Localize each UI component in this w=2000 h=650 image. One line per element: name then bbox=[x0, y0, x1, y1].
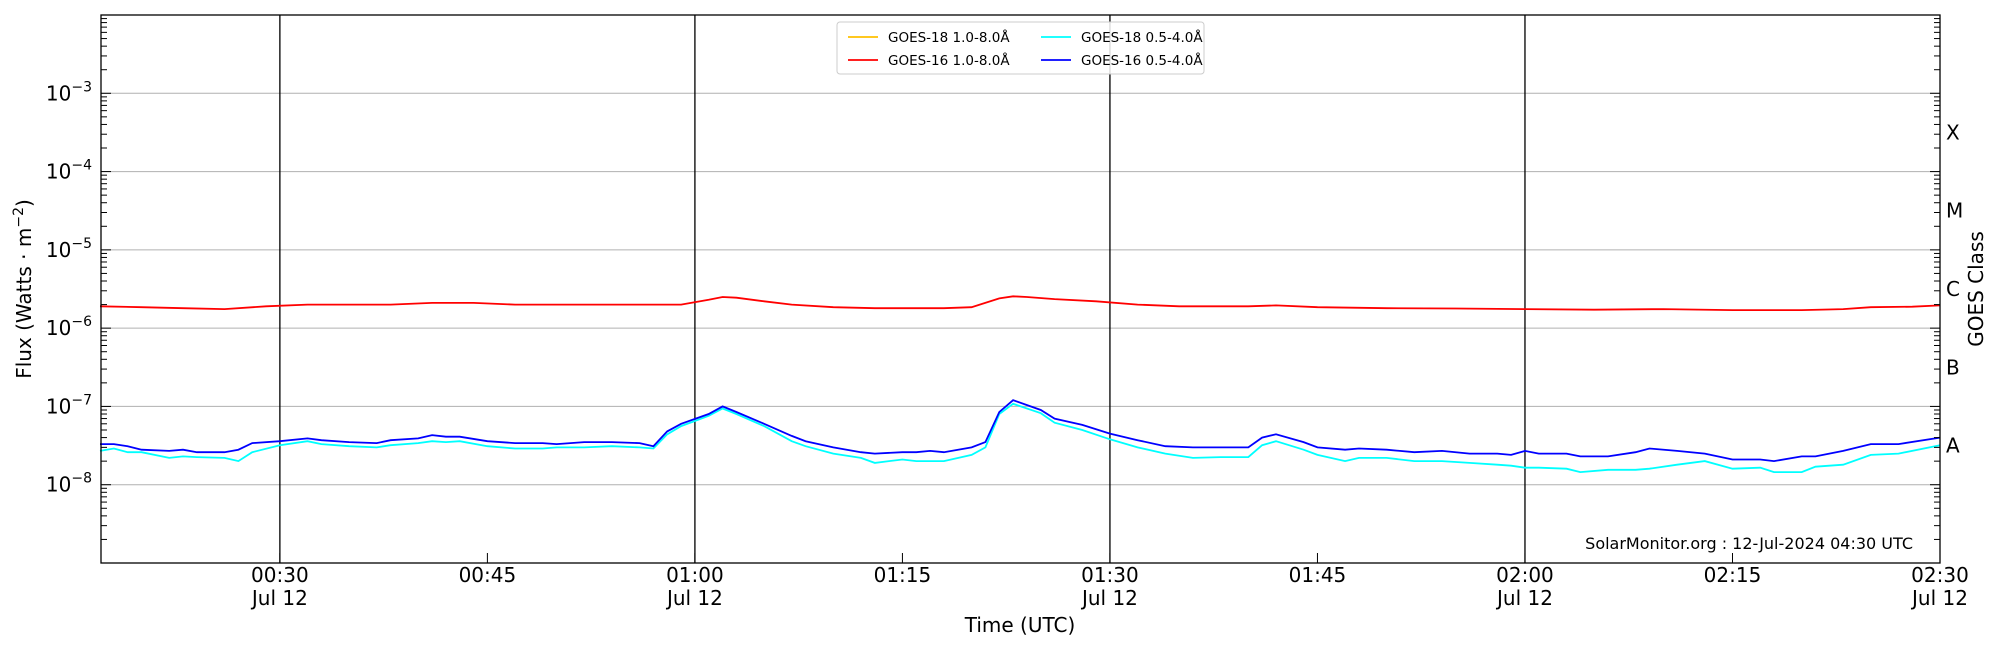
y-tick-exponent: −5 bbox=[71, 236, 92, 252]
y-tick-base: 10 bbox=[46, 316, 71, 340]
x-tick-date: Jul 12 bbox=[665, 586, 723, 610]
series-line-goes-16-1-0-8-0- bbox=[99, 295, 1941, 312]
x-tick-time: 02:00 bbox=[1496, 563, 1554, 587]
series-line-goes-16-0-5-4-0- bbox=[100, 399, 1941, 463]
goes-class-labels: A B C M X bbox=[1946, 120, 1963, 457]
y-tick-base: 10 bbox=[46, 160, 71, 184]
goes-class-a: A bbox=[1946, 434, 1960, 458]
right-axis-label: GOES Class bbox=[1964, 231, 1988, 347]
y-tick-base: 10 bbox=[46, 473, 71, 497]
goes-class-b: B bbox=[1946, 355, 1960, 379]
x-tick-time: 00:45 bbox=[459, 563, 517, 587]
y-tick-label: 10−5 bbox=[46, 236, 92, 262]
y-tick-exponent: −6 bbox=[71, 314, 92, 330]
x-tick-date: Jul 12 bbox=[1495, 586, 1553, 610]
vertical-hour-lines bbox=[279, 15, 1526, 563]
y-tick-exponent: −7 bbox=[71, 392, 92, 408]
y-tick-exponent: −3 bbox=[71, 79, 92, 95]
y-tick-base: 10 bbox=[46, 238, 71, 262]
x-axis-label: Time (UTC) bbox=[964, 613, 1076, 637]
y-tick-label: 10−8 bbox=[46, 471, 92, 497]
goes-class-c: C bbox=[1946, 277, 1960, 301]
legend-entry: GOES-16 1.0-8.0Å bbox=[888, 52, 1010, 69]
y-tick-label: 10−3 bbox=[46, 79, 92, 105]
plot-frame bbox=[100, 14, 1941, 564]
x-tick-date: Jul 12 bbox=[250, 586, 308, 610]
y-tick-exponent: −4 bbox=[71, 158, 92, 174]
axis-ticks bbox=[101, 18, 1941, 563]
x-tick-date: Jul 12 bbox=[1080, 586, 1138, 610]
x-tick-date: Jul 12 bbox=[1910, 586, 1968, 610]
y-tick-base: 10 bbox=[46, 394, 71, 418]
y-tick-label: 10−4 bbox=[46, 158, 92, 184]
legend-box bbox=[836, 21, 1205, 75]
x-tick-time: 01:45 bbox=[1289, 563, 1347, 587]
y-axis-label-exponent: −2 bbox=[11, 207, 27, 228]
y-tick-exponent: −8 bbox=[71, 471, 92, 487]
gridlines bbox=[101, 92, 1940, 486]
x-tick-time: 00:30 bbox=[251, 563, 309, 587]
x-tick-time: 01:15 bbox=[874, 563, 932, 587]
x-tick-time: 01:00 bbox=[666, 563, 724, 587]
series-line-goes-18-0-5-4-0- bbox=[99, 402, 1941, 474]
legend-entry: GOES-16 0.5-4.0Å bbox=[1081, 52, 1203, 69]
legend-entry: GOES-18 0.5-4.0Å bbox=[1081, 29, 1203, 46]
y-tick-label: 10−7 bbox=[46, 392, 92, 418]
series-lines bbox=[99, 295, 1941, 474]
goes-class-m: M bbox=[1946, 199, 1963, 223]
x-tick-time: 02:15 bbox=[1704, 563, 1762, 587]
watermark-annotation: SolarMonitor.org : 12-Jul-2024 04:30 UTC bbox=[1585, 534, 1913, 553]
y-tick-labels: 10−810−710−610−510−410−3 bbox=[46, 79, 92, 496]
legend-entry: GOES-18 1.0-8.0Å bbox=[888, 29, 1010, 46]
x-tick-time: 02:30 bbox=[1911, 563, 1969, 587]
x-tick-time: 01:30 bbox=[1081, 563, 1139, 587]
goes-class-x: X bbox=[1946, 120, 1960, 144]
legend: GOES-18 1.0-8.0Å GOES-16 1.0-8.0Å GOES-18 … bbox=[836, 21, 1205, 75]
y-axis-label: Flux (Watts · m−2) bbox=[11, 199, 36, 379]
y-tick-base: 10 bbox=[46, 81, 71, 105]
y-tick-label: 10−6 bbox=[46, 314, 92, 340]
